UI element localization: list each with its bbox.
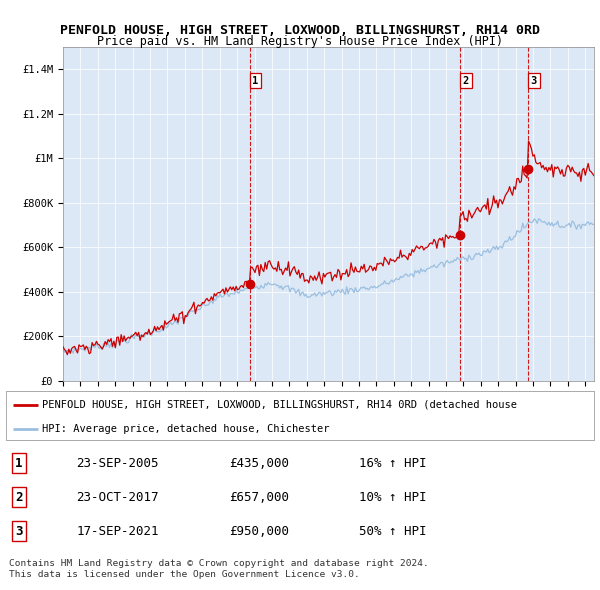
Text: 2: 2 xyxy=(15,491,23,504)
Text: £950,000: £950,000 xyxy=(229,525,289,538)
Text: 10% ↑ HPI: 10% ↑ HPI xyxy=(359,491,426,504)
Text: Price paid vs. HM Land Registry's House Price Index (HPI): Price paid vs. HM Land Registry's House … xyxy=(97,35,503,48)
Text: PENFOLD HOUSE, HIGH STREET, LOXWOOD, BILLINGSHURST, RH14 0RD (detached house: PENFOLD HOUSE, HIGH STREET, LOXWOOD, BIL… xyxy=(43,399,517,409)
Text: Contains HM Land Registry data © Crown copyright and database right 2024.
This d: Contains HM Land Registry data © Crown c… xyxy=(9,559,429,579)
Text: 1: 1 xyxy=(253,76,259,86)
Text: £435,000: £435,000 xyxy=(229,457,289,470)
Text: £657,000: £657,000 xyxy=(229,491,289,504)
Text: PENFOLD HOUSE, HIGH STREET, LOXWOOD, BILLINGSHURST, RH14 0RD: PENFOLD HOUSE, HIGH STREET, LOXWOOD, BIL… xyxy=(60,24,540,37)
Text: 16% ↑ HPI: 16% ↑ HPI xyxy=(359,457,426,470)
Text: 17-SEP-2021: 17-SEP-2021 xyxy=(77,525,159,538)
Text: HPI: Average price, detached house, Chichester: HPI: Average price, detached house, Chic… xyxy=(43,424,330,434)
Text: 50% ↑ HPI: 50% ↑ HPI xyxy=(359,525,426,538)
Text: 3: 3 xyxy=(531,76,537,86)
Text: 2: 2 xyxy=(463,76,469,86)
Text: 23-SEP-2005: 23-SEP-2005 xyxy=(77,457,159,470)
Text: 23-OCT-2017: 23-OCT-2017 xyxy=(77,491,159,504)
Text: 1: 1 xyxy=(15,457,23,470)
Text: 3: 3 xyxy=(15,525,23,538)
